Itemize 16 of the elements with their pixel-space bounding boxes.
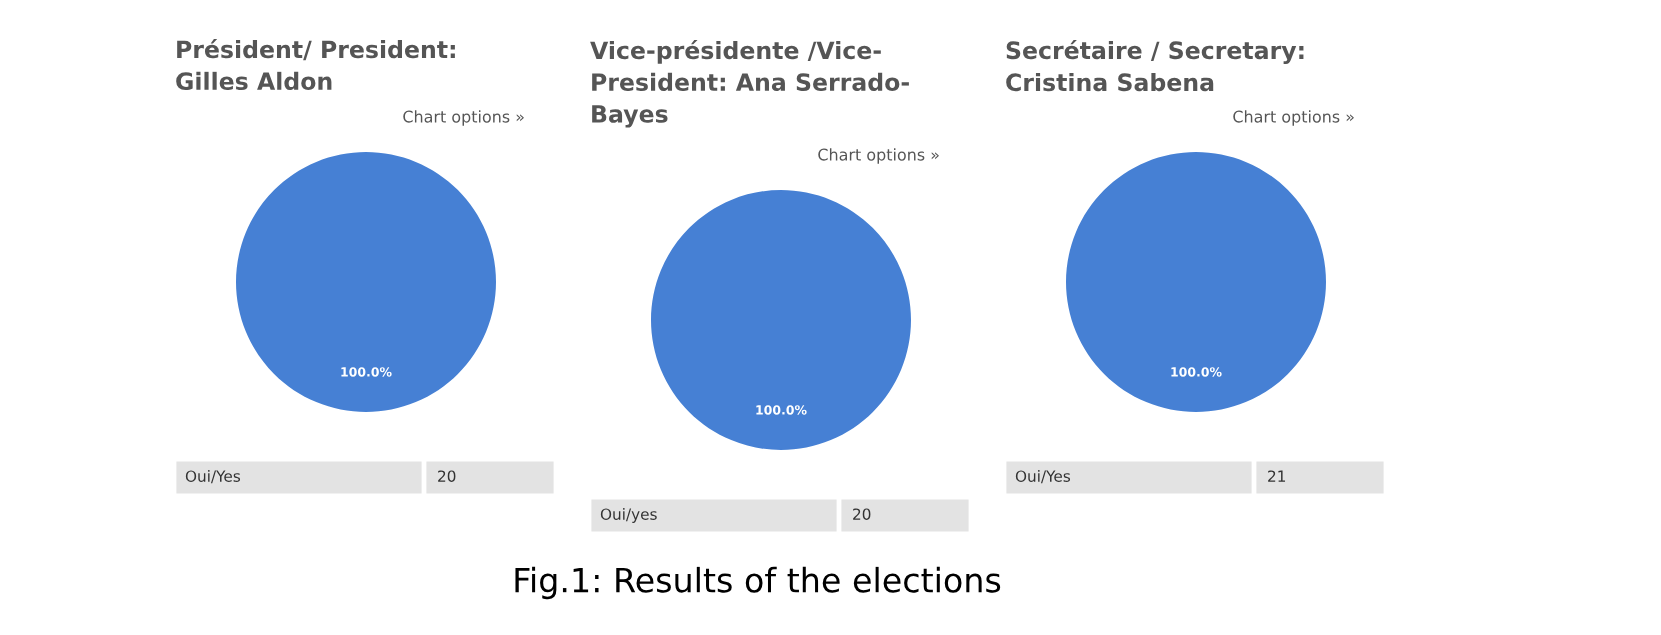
chart-title: Président/ President: Gilles Aldon <box>176 39 455 91</box>
text: Chart options » <box>1233 110 1354 126</box>
text: Chart options » <box>818 148 939 164</box>
data-label: 100.0% <box>756 405 807 415</box>
chart-title: Vice-présidente /Vice- President: Ana Serrado- Bayes <box>590 40 909 128</box>
text: 21 <box>1268 470 1286 482</box>
text: 20 <box>438 470 456 482</box>
chart-title: Secrétaire / Secretary: Cristina Sabena <box>1006 40 1304 92</box>
text: Chart options » <box>403 110 524 126</box>
data-label: 100.0% <box>1171 367 1222 377</box>
slice-label: Oui/yes <box>600 508 657 523</box>
slice-label: Oui/Yes <box>1015 470 1071 484</box>
text: 20 <box>853 508 871 520</box>
caption: Fig.1: Results of the elections <box>515 566 1001 600</box>
slice-label: Oui/Yes <box>185 470 241 484</box>
data-label: 100.0% <box>341 367 392 377</box>
